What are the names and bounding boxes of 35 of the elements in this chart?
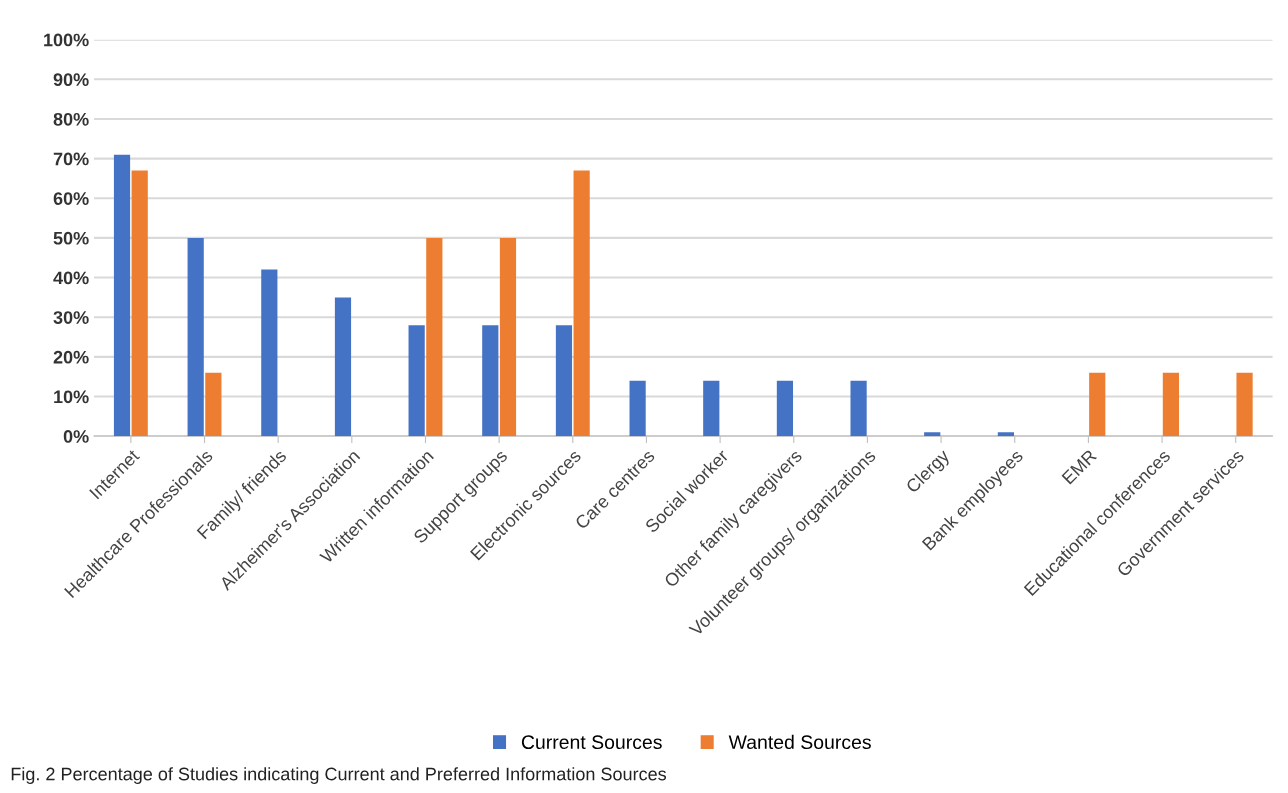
y-tick-label: 20% <box>53 350 89 364</box>
y-tick-label: 0% <box>63 430 89 443</box>
bar <box>997 432 1015 437</box>
y-tick-label: 90% <box>53 73 89 87</box>
caption: Fig. 2 Percentage of Studies indicating Current and Preferred Information Sources <box>11 767 667 784</box>
y-tick-label: 50% <box>53 231 89 245</box>
bar <box>573 170 590 437</box>
bar <box>426 237 443 437</box>
bar <box>261 269 278 437</box>
y-tick-label: 80% <box>53 112 89 126</box>
bar <box>205 372 222 437</box>
y-tick-label: 40% <box>53 271 89 285</box>
bar <box>1236 372 1253 437</box>
bar <box>850 380 867 437</box>
bar <box>555 325 573 437</box>
bar <box>334 297 352 437</box>
y-tick-label: 60% <box>53 192 89 205</box>
legend-label: Wanted Sources <box>728 734 871 750</box>
bar <box>499 237 517 437</box>
bar <box>131 170 148 437</box>
bar <box>776 380 794 437</box>
y-tick-label: 100% <box>44 33 89 47</box>
bar <box>187 237 204 437</box>
bar <box>113 154 131 437</box>
bar <box>1089 372 1106 437</box>
y-tick-label: 30% <box>53 311 89 324</box>
bar <box>629 380 646 437</box>
bar <box>482 325 499 437</box>
bar <box>703 380 720 437</box>
y-tick-label: 70% <box>53 152 89 166</box>
bar <box>924 432 941 437</box>
y-tick-label: 10% <box>54 390 89 404</box>
legend-label: Current Sources <box>521 735 662 750</box>
bar <box>1162 372 1179 437</box>
bar <box>408 325 425 437</box>
